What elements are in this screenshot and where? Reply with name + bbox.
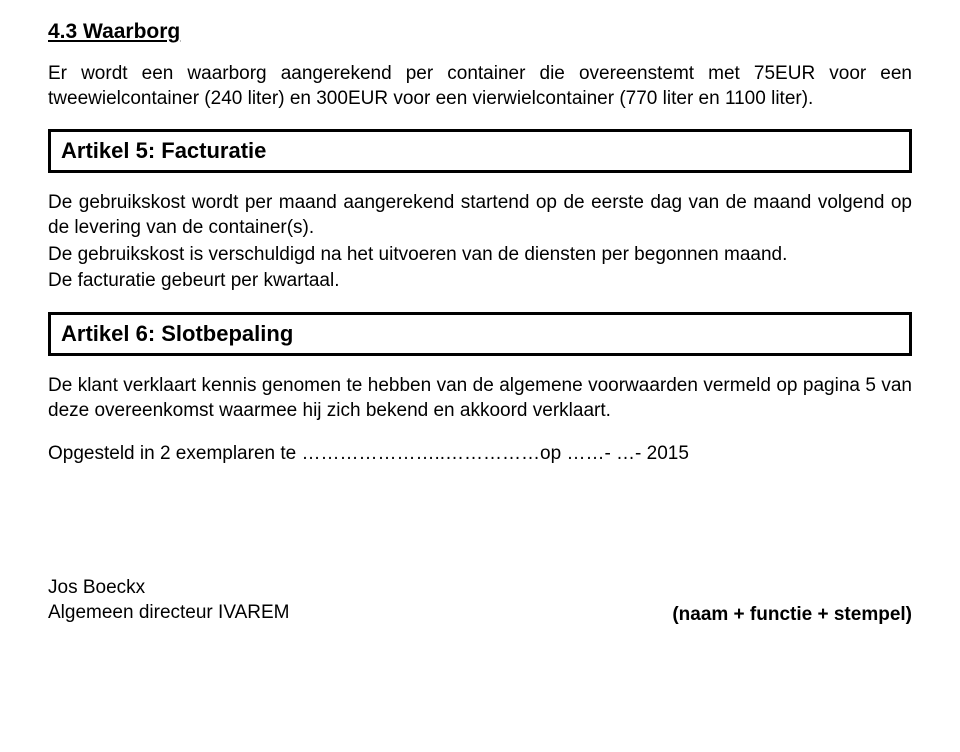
article-5-para-1: De gebruikskost wordt per maand aangerek… [48, 191, 912, 240]
article-5-title-box: Artikel 5: Facturatie [48, 129, 912, 173]
article-6-para-1: De klant verklaart kennis genomen te heb… [48, 374, 912, 423]
section-4-3-heading: 4.3 Waarborg [48, 20, 912, 44]
section-4-3-paragraph: Er wordt een waarborg aangerekend per co… [48, 62, 912, 111]
signature-left: Jos Boeckx Algemeen directeur IVAREM [48, 576, 289, 625]
signature-row: Jos Boeckx Algemeen directeur IVAREM (na… [48, 576, 912, 625]
article-6-title-box: Artikel 6: Slotbepaling [48, 312, 912, 356]
document-page: 4.3 Waarborg Er wordt een waarborg aange… [0, 0, 960, 646]
article-5-para-2: De gebruikskost is verschuldigd na het u… [48, 243, 912, 268]
article-5-para-3: De facturatie gebeurt per kwartaal. [48, 269, 912, 294]
article-6-drafted-line: Opgesteld in 2 exemplaren te …………………..……… [48, 442, 912, 467]
signer-name: Jos Boeckx [48, 576, 289, 601]
signer-title: Algemeen directeur IVAREM [48, 601, 289, 626]
signature-right-label: (naam + functie + stempel) [672, 604, 912, 626]
